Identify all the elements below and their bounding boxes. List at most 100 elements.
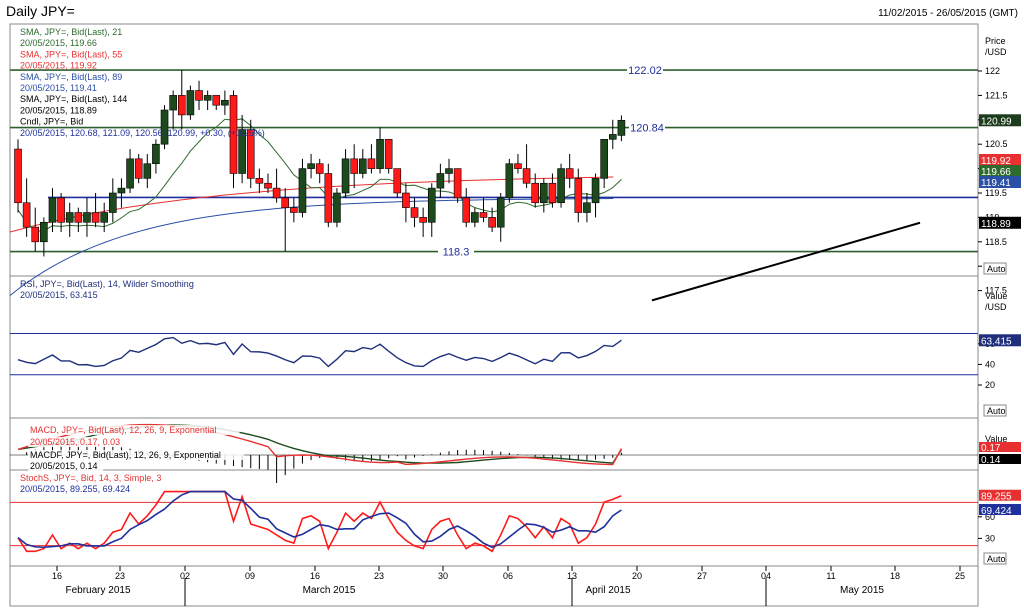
candle-body (74, 212, 83, 223)
candle-body (177, 95, 186, 116)
candle-body (514, 163, 522, 169)
macd-legend-bg (28, 437, 132, 447)
candle-body (57, 197, 65, 223)
candle-body (134, 158, 143, 179)
candle-body (281, 197, 290, 208)
candle-body (152, 143, 160, 165)
macd-legend-entry: 20/05/2015, 0.17, 0.03 (30, 437, 120, 447)
rsi-line (17, 336, 622, 368)
candle-body (462, 197, 471, 223)
candle-body (341, 158, 350, 194)
candle-body (126, 158, 134, 189)
stoch-d-line (17, 490, 622, 549)
candle-body (557, 168, 565, 204)
price-tag (979, 216, 1021, 229)
candle-body (453, 168, 462, 199)
price-tag-label: 119.92 (981, 156, 1011, 167)
candle-body (471, 212, 479, 223)
price-tag (979, 165, 1021, 177)
price-legend-entry: Cndl, JPY=, Bid (20, 117, 83, 127)
level-label-bg (627, 64, 663, 77)
candle-body (608, 134, 617, 140)
rsi-panel-frame (9, 275, 979, 419)
candle-body (617, 119, 626, 136)
price-legend-entry: SMA, JPY=, Bid(Last), 89 (20, 72, 122, 82)
macd-signal-tag-label: 0.14 (981, 455, 1001, 466)
price-tick-label: 120.5 (985, 139, 1008, 149)
stoch-auto-button (983, 552, 1007, 565)
candle-body (522, 168, 531, 184)
candle-body (583, 202, 591, 213)
price-tag-label: 120.99 (981, 116, 1012, 127)
price-tag (979, 114, 1021, 127)
auto-label: Auto (987, 264, 1006, 274)
price-legend-entry: 20/05/2015, 119.66 (20, 38, 97, 48)
x-axis-frame (9, 565, 979, 607)
macd-legend-bg (28, 461, 104, 471)
candle-body (48, 197, 57, 223)
candle-body (376, 139, 384, 169)
candle-body (402, 192, 410, 208)
price-tick-label: 121.5 (985, 90, 1008, 100)
x-month-label: May 2015 (840, 585, 884, 596)
rsi-legend-entry: 20/05/2015, 63.415 (20, 290, 98, 300)
candle-body (160, 109, 169, 145)
macd-axis-unit: Value (985, 434, 1007, 444)
price-legend-entry: 20/05/2015, 119.41 (20, 83, 97, 93)
candle-body (40, 221, 48, 243)
candle-body (31, 226, 40, 243)
candle-body (117, 187, 126, 194)
candle-body (246, 129, 255, 179)
price-tag (979, 154, 1021, 166)
candle-body (600, 139, 608, 179)
stoch-tick-label: 30 (985, 533, 995, 543)
stoch-auto-label: Auto (987, 554, 1006, 564)
rsi-tick-label: 20 (985, 380, 995, 390)
x-tick-label: 30 (438, 571, 448, 581)
level-label-bg (438, 245, 474, 258)
candle-body (14, 148, 22, 204)
candle-body (410, 207, 419, 218)
stoch-legend-entry: StochS, JPY=, Bid, 14, 3, Simple, 3 (20, 473, 161, 483)
candle-body (290, 207, 298, 213)
candle-body (315, 163, 324, 174)
price-tick-label: 117.5 (985, 286, 1007, 296)
stoch-tick-label: 60 (985, 512, 995, 522)
x-tick-label: 25 (955, 571, 965, 581)
price-axis-unit: Price (985, 36, 1006, 46)
candle-body (591, 178, 600, 204)
stoch-k-tag-label: 89.255 (981, 492, 1012, 503)
stoch-d-tag-label: 69.424 (981, 506, 1012, 517)
candle-body (91, 212, 100, 223)
sma-89-line (9, 198, 614, 296)
candle-body (350, 158, 358, 174)
candle-body (264, 182, 272, 189)
candle-body (221, 99, 229, 106)
chart-title: Daily JPY= (6, 3, 75, 19)
x-month-label: March 2015 (303, 585, 356, 596)
price-tick-label: 119.5 (985, 188, 1007, 198)
price-tag (979, 176, 1021, 188)
date-range: 11/02/2015 - 26/05/2015 (GMT) (878, 8, 1018, 19)
rsi-tick-label: 40 (985, 359, 995, 369)
level-label-bg (629, 121, 665, 134)
price-legend-entry: 20/05/2015, 119.92 (20, 61, 97, 71)
level-label: 120.84 (630, 123, 664, 135)
candle-body (427, 187, 436, 223)
candle-body (496, 197, 505, 228)
candle-body (307, 163, 315, 169)
candle-body (22, 202, 31, 228)
candle-body (65, 212, 74, 223)
level-label: 118.3 (443, 247, 470, 259)
x-tick-label: 04 (761, 571, 771, 581)
macd-legend-entry: MACD, JPY=, Bid(Last), 12, 26, 9, Expone… (30, 425, 216, 435)
stoch-k-line (17, 490, 622, 553)
auto-button (983, 262, 1007, 275)
candle-body (393, 168, 402, 194)
stoch-k-tag (979, 489, 1021, 501)
x-tick-label: 16 (52, 571, 62, 581)
candle-body (367, 158, 376, 169)
level-label: 122.02 (628, 65, 662, 77)
candle-body (324, 173, 333, 223)
